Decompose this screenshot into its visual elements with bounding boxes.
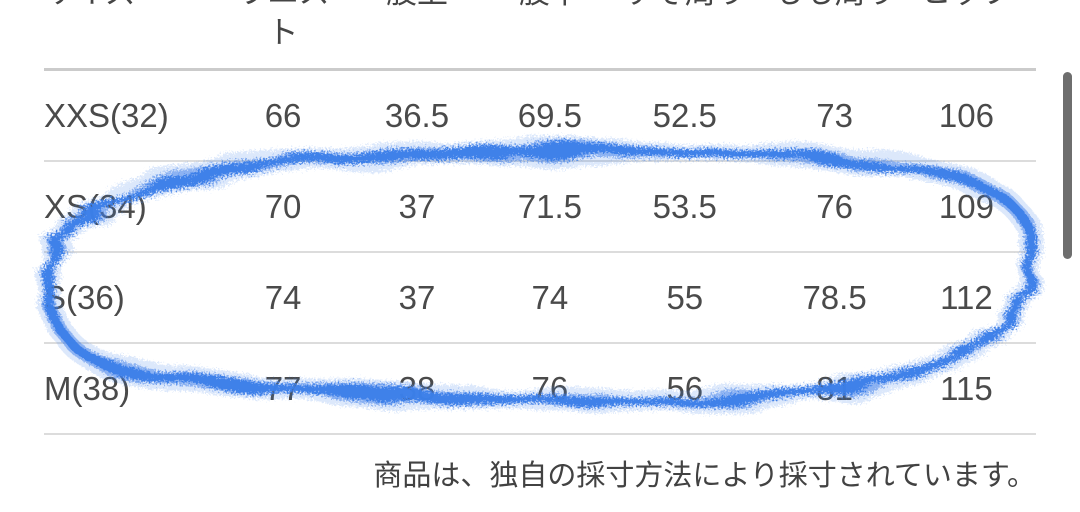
cell-hem: 56 [666, 369, 704, 407]
cell-hip: 109 [938, 187, 994, 225]
column-header-thigh: もも周り [750, 0, 919, 80]
column-header-size: サイズ [44, 0, 213, 80]
cell-size: M(38) [44, 369, 131, 407]
cell-size: S(36) [44, 278, 125, 316]
cell-thigh: 76 [816, 187, 853, 225]
cell-size: XS(34) [44, 187, 147, 225]
size-chart-table: サイズ ウエスト 股上 股下 すそ周り もも周り ヒップ XXS(32) 66 … [44, 0, 1036, 493]
table-row: XXS(32) 66 36.5 69.5 52.5 73 106 [44, 71, 1036, 162]
table-header-row: サイズ ウエスト 股上 股下 すそ周り もも周り ヒップ [44, 0, 1036, 71]
cell-inseam: 76 [531, 369, 569, 407]
cell-inseam: 69.5 [517, 96, 582, 134]
table-row: M(38) 77 38 76 56 81 115 [44, 344, 1036, 435]
cell-hem: 55 [666, 278, 704, 316]
cell-waist: 70 [264, 187, 302, 225]
column-header-waist: ウエスト [237, 0, 330, 50]
cell-inseam: 71.5 [517, 187, 582, 225]
scrollbar-thumb[interactable] [1063, 72, 1072, 259]
cell-rise: 37 [398, 187, 436, 225]
cell-waist: 66 [264, 96, 302, 134]
cell-rise: 38 [398, 369, 436, 407]
cell-hip: 106 [938, 96, 994, 134]
cell-size: XXS(32) [44, 96, 169, 134]
cell-waist: 77 [264, 369, 302, 407]
cell-hem: 53.5 [652, 187, 717, 225]
column-header-hip: ヒップ [919, 0, 1036, 80]
column-header-rise: 股上 [353, 0, 480, 80]
column-header-inseam: 股下 [480, 0, 619, 80]
cell-waist: 74 [264, 278, 302, 316]
table-row: XS(34) 70 37 71.5 53.5 76 109 [44, 162, 1036, 253]
cell-rise: 37 [398, 278, 436, 316]
cell-thigh: 73 [816, 96, 853, 134]
table-row: S(36) 74 37 74 55 78.5 112 [44, 253, 1036, 344]
measurement-note: 商品は、独自の採寸方法により採寸されています。 [373, 460, 1036, 492]
cell-inseam: 74 [531, 278, 569, 316]
cell-rise: 36.5 [384, 96, 450, 134]
cell-hip: 112 [940, 278, 993, 316]
cell-thigh: 81 [816, 369, 853, 407]
cell-hem: 52.5 [652, 96, 717, 134]
cell-hip: 115 [940, 369, 993, 407]
column-header-hem: すそ周り [619, 0, 750, 80]
cell-thigh: 78.5 [802, 278, 867, 316]
